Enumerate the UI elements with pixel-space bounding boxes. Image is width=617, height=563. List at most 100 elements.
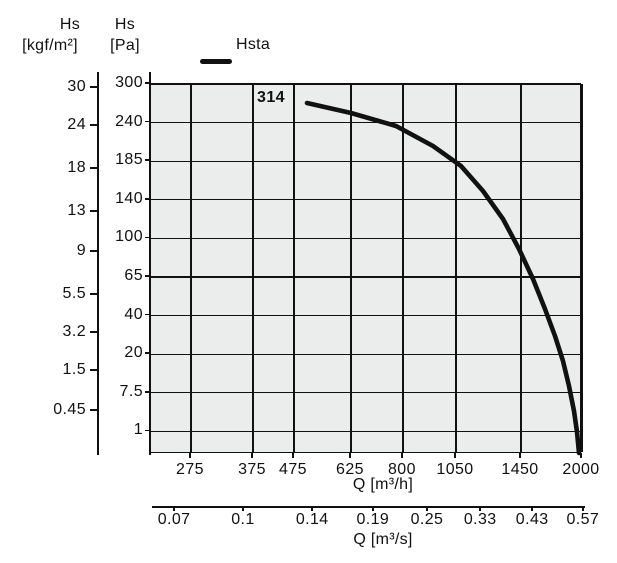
m3s-tick <box>173 506 175 511</box>
pa-tick-label: 40 <box>124 305 143 323</box>
kgf-tick-label: 13 <box>67 201 86 219</box>
kgf-tick <box>90 409 98 411</box>
kgf-tick-label: 30 <box>67 77 86 95</box>
pa-tick <box>145 198 150 200</box>
m3h-tick-label: 1050 <box>436 461 474 478</box>
m3h-gridline <box>293 84 295 452</box>
pa-gridline <box>151 353 580 355</box>
m3h-gridline <box>455 84 457 452</box>
m3h-tick <box>401 453 403 458</box>
y-axis-title-pa-unit: [Pa] <box>110 37 140 54</box>
m3h-tick-label: 625 <box>336 461 364 478</box>
pa-gridline <box>151 392 580 394</box>
m3s-tick-label: 0.1 <box>231 511 255 528</box>
pa-gridline <box>151 314 580 317</box>
m3h-tick <box>251 453 253 458</box>
m3h-tick-label: 375 <box>238 461 266 478</box>
pa-tick <box>145 313 150 316</box>
pa-tick-label: 240 <box>115 112 143 130</box>
pa-tick-label: 100 <box>115 228 143 246</box>
pa-tick <box>145 391 150 393</box>
m3h-tick-label: 475 <box>279 461 307 478</box>
m3s-tick <box>426 506 428 511</box>
pa-gridline <box>151 199 580 201</box>
y-axis-title-pa: Hs [Pa] <box>103 14 147 56</box>
m3h-tick <box>519 453 521 458</box>
pa-tick-label: 65 <box>124 266 143 284</box>
m3h-gridline <box>252 84 254 452</box>
m3s-tick-label: 0.57 <box>566 511 600 528</box>
hsta-curve <box>304 100 582 456</box>
kgf-tick-label: 5.5 <box>62 285 86 302</box>
m3s-tick <box>582 506 584 511</box>
m3s-tick-label: 0.43 <box>515 511 549 528</box>
m3s-tick <box>531 506 533 511</box>
m3h-tick-label: 2000 <box>562 461 600 478</box>
m3s-tick-label: 0.19 <box>356 511 390 528</box>
pa-tick-label: 300 <box>115 74 143 91</box>
kgf-tick <box>90 86 98 88</box>
m3s-tick <box>311 506 313 511</box>
m3h-tick-label: 275 <box>176 461 204 478</box>
pa-tick <box>145 82 150 84</box>
pa-tick <box>145 159 150 161</box>
m3s-tick-label: 0.07 <box>157 511 191 528</box>
kgf-tick-label: 3.2 <box>62 323 86 340</box>
m3h-gridline <box>350 84 352 452</box>
kgf-tick-label: 24 <box>67 115 86 133</box>
pa-tick <box>145 236 150 239</box>
m3s-tick <box>242 506 244 511</box>
x-axis-title-m3h: Q [m³/h] <box>352 476 414 493</box>
kgf-tick <box>90 210 98 212</box>
m3h-tick-label: 800 <box>388 461 416 478</box>
kgf-tick <box>90 331 98 333</box>
pa-gridline <box>151 160 580 162</box>
pa-tick-label: 185 <box>115 151 143 169</box>
pa-tick <box>145 352 150 354</box>
pa-tick <box>145 429 150 432</box>
m3s-tick-label: 0.14 <box>295 511 329 528</box>
pa-gridline <box>151 83 580 85</box>
m3h-tick <box>454 453 456 458</box>
kgf-tick <box>90 167 98 169</box>
pa-tick-label: 1 <box>133 421 143 439</box>
m3s-axis-line <box>152 506 585 508</box>
kgf-tick <box>90 369 98 371</box>
pa-gridline <box>151 430 580 433</box>
pa-tick <box>145 120 150 123</box>
m3h-tick-label: 1450 <box>501 461 539 478</box>
m3h-tick <box>580 453 582 458</box>
pa-gridline <box>151 121 580 124</box>
kgf-tick <box>90 293 98 295</box>
y-axis-title-pa-symbol: Hs <box>114 16 136 33</box>
curve-label: 314 <box>257 89 285 106</box>
m3s-tick-label: 0.33 <box>463 511 497 528</box>
pa-gridline <box>151 276 580 278</box>
kgf-tick <box>90 124 98 126</box>
kgf-axis-line <box>97 72 99 455</box>
legend-label: Hsta <box>236 36 271 53</box>
pa-tick-label: 20 <box>124 344 143 362</box>
kgf-tick-label: 0.45 <box>53 401 86 418</box>
m3h-gridline <box>581 84 583 452</box>
y-axis-title-kgf-unit: [kgf/m²] <box>22 37 78 54</box>
kgf-tick-label: 1.5 <box>62 361 86 378</box>
plot-left-spine <box>149 72 151 455</box>
kgf-tick <box>90 250 98 252</box>
m3h-tick <box>349 453 351 458</box>
y-axis-title-kgf: Hs [kgf/m²] <box>14 14 86 56</box>
m3h-tick <box>189 453 191 458</box>
curve-canvas <box>304 100 582 456</box>
x-axis-title-m3s: Q [m³/s] <box>353 531 413 548</box>
m3s-tick-label: 0.25 <box>410 511 444 528</box>
kgf-tick-label: 9 <box>76 242 86 260</box>
kgf-tick-label: 18 <box>67 158 86 176</box>
y-axis-title-kgf-symbol: Hs <box>59 16 80 33</box>
m3s-tick <box>479 506 481 511</box>
m3h-gridline <box>520 84 522 452</box>
pa-tick-label: 7.5 <box>119 382 143 400</box>
plot-area <box>150 83 583 456</box>
m3h-gridline <box>190 84 192 452</box>
m3h-tick <box>292 453 294 458</box>
